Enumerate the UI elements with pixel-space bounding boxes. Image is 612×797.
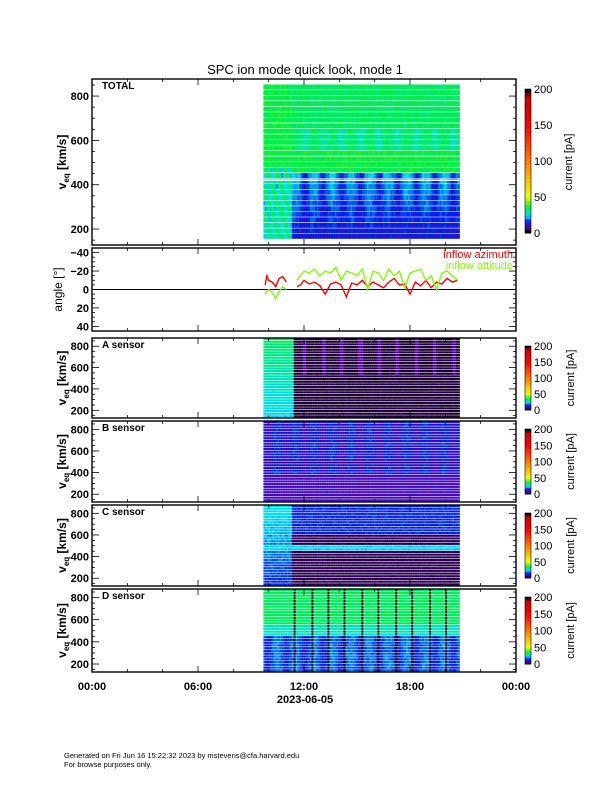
y-tick-label: −20 xyxy=(70,266,89,278)
spectrogram-cell xyxy=(458,223,460,228)
colorbar-swatch xyxy=(525,118,531,122)
colorbar-swatch xyxy=(525,89,531,93)
colorbar-swatch xyxy=(525,183,531,187)
colorbar-swatch xyxy=(525,172,531,176)
colorbar-swatch xyxy=(525,215,531,219)
spectrogram-a xyxy=(263,338,460,417)
colorbar-total: 0 50 100 150 200 current [pA] xyxy=(525,84,575,240)
panel-label: TOTAL xyxy=(102,81,134,92)
colorbar-swatch xyxy=(525,201,531,205)
legend-entry: inflow attitude xyxy=(446,260,513,272)
colorbar-swatch xyxy=(525,165,531,169)
colorbar-swatch xyxy=(525,147,531,151)
y-tick-label: 200 xyxy=(71,224,89,236)
colorbar-label: current [pA] xyxy=(563,134,575,191)
colorbar-swatch xyxy=(525,204,531,208)
y-tick-label: 800 xyxy=(71,91,89,103)
colorbar-swatch xyxy=(525,114,531,118)
colorbar-tick-label: 150 xyxy=(534,120,552,132)
spectrogram-cell xyxy=(458,212,460,217)
colorbar-tick-label: 0 xyxy=(534,228,540,240)
colorbar-swatch xyxy=(525,190,531,194)
y-tick-label: 600 xyxy=(71,135,89,147)
spectrogram-cell xyxy=(458,234,460,239)
colorbar-swatch xyxy=(525,111,531,115)
spectrogram-cell xyxy=(458,123,460,128)
colorbar-swatch xyxy=(525,107,531,111)
colorbar-swatch xyxy=(525,175,531,179)
colorbar-swatch xyxy=(525,211,531,215)
colorbar-swatch xyxy=(525,197,531,201)
colorbar-swatch xyxy=(525,154,531,158)
y-tick-label: 20 xyxy=(77,303,89,315)
spectrogram-cell xyxy=(458,206,460,211)
colorbar-swatch xyxy=(525,161,531,165)
y-label-sub: eq xyxy=(62,173,71,182)
spectrogram-cell xyxy=(458,168,460,173)
y-label-unit: [km/s] xyxy=(55,135,69,174)
colorbar-swatch xyxy=(525,186,531,190)
colorbar-swatch xyxy=(525,143,531,147)
colorbar-swatch xyxy=(525,132,531,136)
spectrogram-cell xyxy=(458,179,460,184)
spectrogram-cell xyxy=(458,112,460,117)
colorbar-swatch xyxy=(525,179,531,183)
spectrogram-cell xyxy=(458,101,460,106)
spectrogram-total xyxy=(263,85,460,239)
y-tick-label: 0 xyxy=(83,285,89,297)
y-tick-label: −40 xyxy=(70,248,89,260)
colorbar-tick-label: 50 xyxy=(534,192,546,204)
y-tick-label: 400 xyxy=(71,180,89,192)
colorbar-tick-label: 200 xyxy=(534,84,552,96)
y-axis-label: veq [km/s] xyxy=(55,135,71,190)
spectrogram-cell xyxy=(458,184,460,189)
colorbar-swatch xyxy=(525,96,531,100)
spectrogram-cell xyxy=(458,173,460,178)
colorbar-swatch xyxy=(525,136,531,140)
colorbar-tick-label: 100 xyxy=(534,156,552,168)
spectrogram-cell xyxy=(458,151,460,156)
spectrogram-cell xyxy=(458,129,460,134)
spectrogram-cell xyxy=(458,190,460,195)
colorbar-swatch xyxy=(525,150,531,154)
colorbar-swatch xyxy=(525,129,531,133)
colorbar-swatch xyxy=(525,93,531,97)
series-line-inflow-azimuth xyxy=(265,276,458,297)
colorbar-swatch xyxy=(525,100,531,104)
colorbar-swatch xyxy=(525,193,531,197)
spectrogram-cell xyxy=(458,134,460,139)
spectrogram-cell xyxy=(458,145,460,150)
spectrogram-cell xyxy=(458,157,460,162)
colorbar-swatch xyxy=(525,121,531,125)
series-line-inflow-attitude xyxy=(265,267,458,298)
spectrogram-cell xyxy=(458,85,460,90)
colorbar-swatch xyxy=(525,208,531,212)
colorbar-swatch xyxy=(525,125,531,129)
panel-total: 0 50 100 150 200 current [pA] veq [km/s] TOTAL 2… xyxy=(55,79,575,245)
colorbar-swatch xyxy=(525,222,531,226)
colorbar-swatch xyxy=(525,139,531,143)
spectrogram-cell xyxy=(458,162,460,167)
y-axis-label: angle [°] xyxy=(51,267,65,311)
spectrogram-cell xyxy=(458,140,460,145)
chart-title: SPC ion mode quick look, mode 1 xyxy=(207,62,403,77)
spectrogram-cell xyxy=(458,90,460,95)
spectrogram-cell xyxy=(458,107,460,112)
spectrogram-cell xyxy=(458,217,460,222)
spectrogram-cell xyxy=(458,118,460,123)
colorbar-swatch xyxy=(525,168,531,172)
y-tick-label: 40 xyxy=(77,321,89,333)
spectrogram-cell xyxy=(458,201,460,206)
spectrogram-cell xyxy=(458,96,460,101)
colorbar-swatch xyxy=(525,103,531,107)
colorbar-swatch xyxy=(525,226,531,230)
colorbar-swatch xyxy=(525,219,531,223)
spectrogram-cell xyxy=(458,195,460,200)
colorbar-swatch xyxy=(525,157,531,161)
spectrogram-cell xyxy=(458,228,460,233)
